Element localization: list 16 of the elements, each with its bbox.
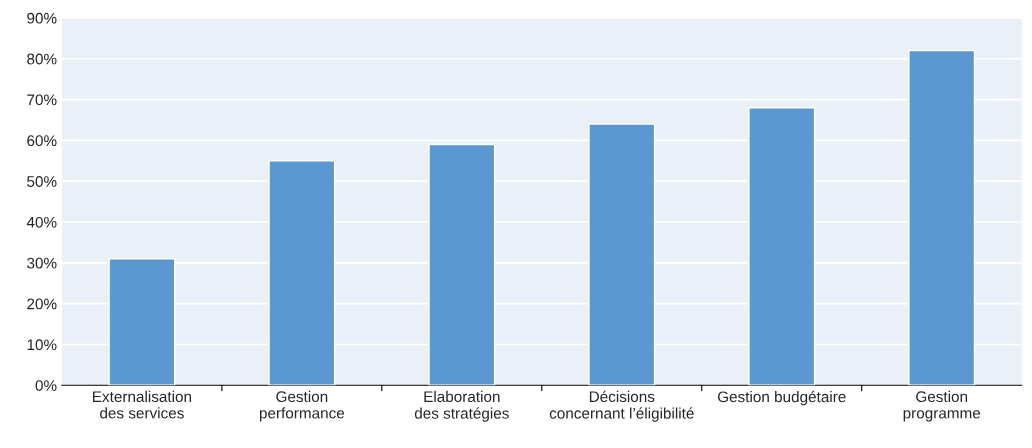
y-tick-label: 90% <box>27 12 57 24</box>
x-tick-label: Elaboration des stratégies <box>414 390 509 422</box>
y-tick-label: 60% <box>27 135 57 147</box>
y-tick-label: 80% <box>27 53 57 65</box>
y-tick-label: 0% <box>35 380 57 391</box>
y-tick-label: 70% <box>27 94 57 106</box>
y-tick-label: 50% <box>27 176 57 187</box>
x-tick-label: Externalisation des services <box>93 390 192 419</box>
x-tick-label: Gestion programme <box>903 390 981 422</box>
x-tick-label: Gestion budgétaire <box>717 390 846 406</box>
y-tick-label: 30% <box>27 257 57 269</box>
y-tick-label: 40% <box>26 216 57 228</box>
x-tick-label: Gestion performance <box>259 390 345 422</box>
y-tick-label: 10% <box>27 339 57 351</box>
x-tick-label: Décisions concernant l’éligibilité <box>549 390 694 422</box>
y-tick-label: 20% <box>27 298 57 310</box>
